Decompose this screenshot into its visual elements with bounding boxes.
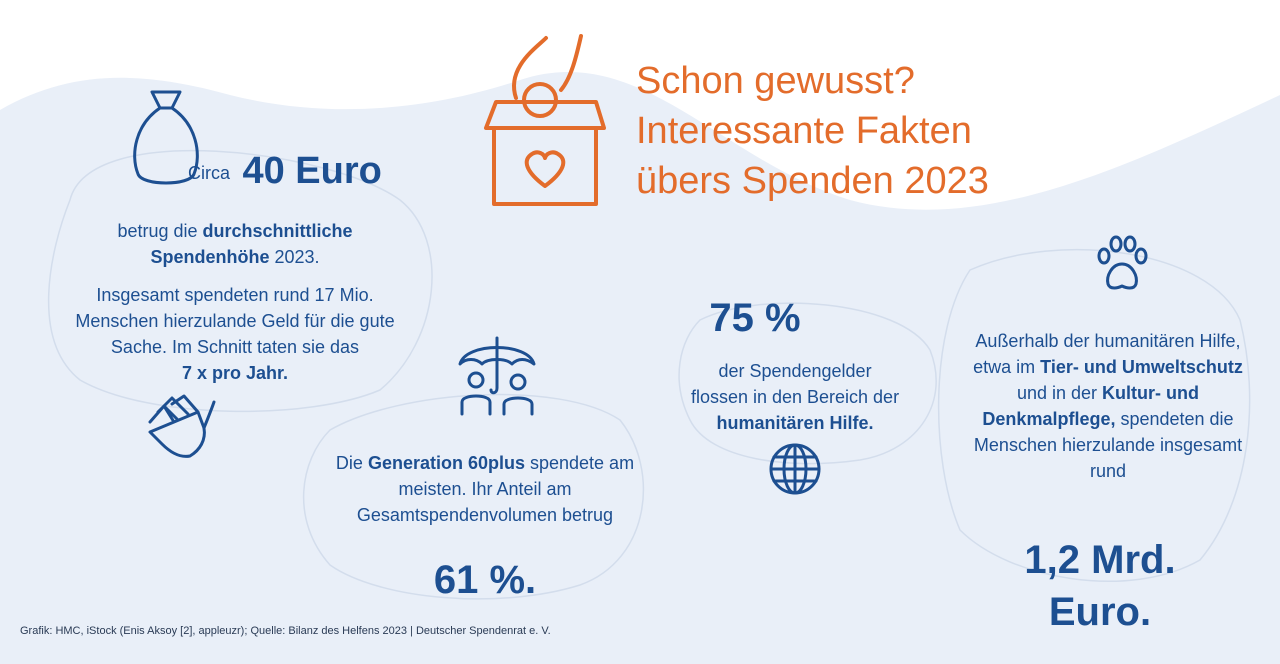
umbrella-family-icon [458,336,536,416]
average-value: 40 Euro [242,150,382,192]
humanitarian-bold: humanitären Hilfe. [716,413,874,433]
title-line-3: übers Spenden 2023 [636,160,989,202]
other-value-line-1: 1,2 Mrd. [1024,538,1176,582]
other-value: 1,2 Mrd. Euro. [980,534,1220,638]
generation-value: 61 %. [433,558,537,602]
source-note: Grafik: HMC, iStock (Enis Aksoy [2], app… [20,625,551,637]
other-bold-2: Kultur- und Denkmalpflege, [982,383,1200,429]
money-bag-icon [133,90,199,185]
title-line-1: Schon gewusst? [636,60,915,102]
humanitarian-text: der Spendengelder flossen in den Bereich… [690,361,900,433]
average-detail: Insgesamt spendeten rund 17 Mio. Mensche… [75,285,395,383]
globe-icon [769,443,821,495]
other-text: Außerhalb der humanitären Hilfe, etwa im… [973,331,1243,481]
average-amount: Circa 40 Euro [188,150,382,193]
other-value-line-2: Euro. [1048,590,1152,634]
donation-box-icon [484,34,606,206]
humanitarian-value: 75 % [709,296,801,340]
paw-icon [1097,235,1148,290]
title-line-2: Interessante Fakten [636,110,972,152]
generation-text: Die Generation 60plus spendete am meiste… [335,453,635,525]
average-prefix: Circa [188,163,231,183]
other-bold-1: Tier- und Umweltschutz [1040,357,1243,377]
generation-bold: Generation 60plus [367,453,525,473]
average-frequency: 7 x pro Jahr. [181,363,289,383]
hand-icon [148,394,216,458]
average-bold: durchschnittliche Spendenhöhe [150,221,353,267]
page-title: Schon gewusst? Interessante Fakten übers… [636,56,989,206]
average-text: betrug die durchschnittliche Spendenhöhe… [117,221,353,267]
